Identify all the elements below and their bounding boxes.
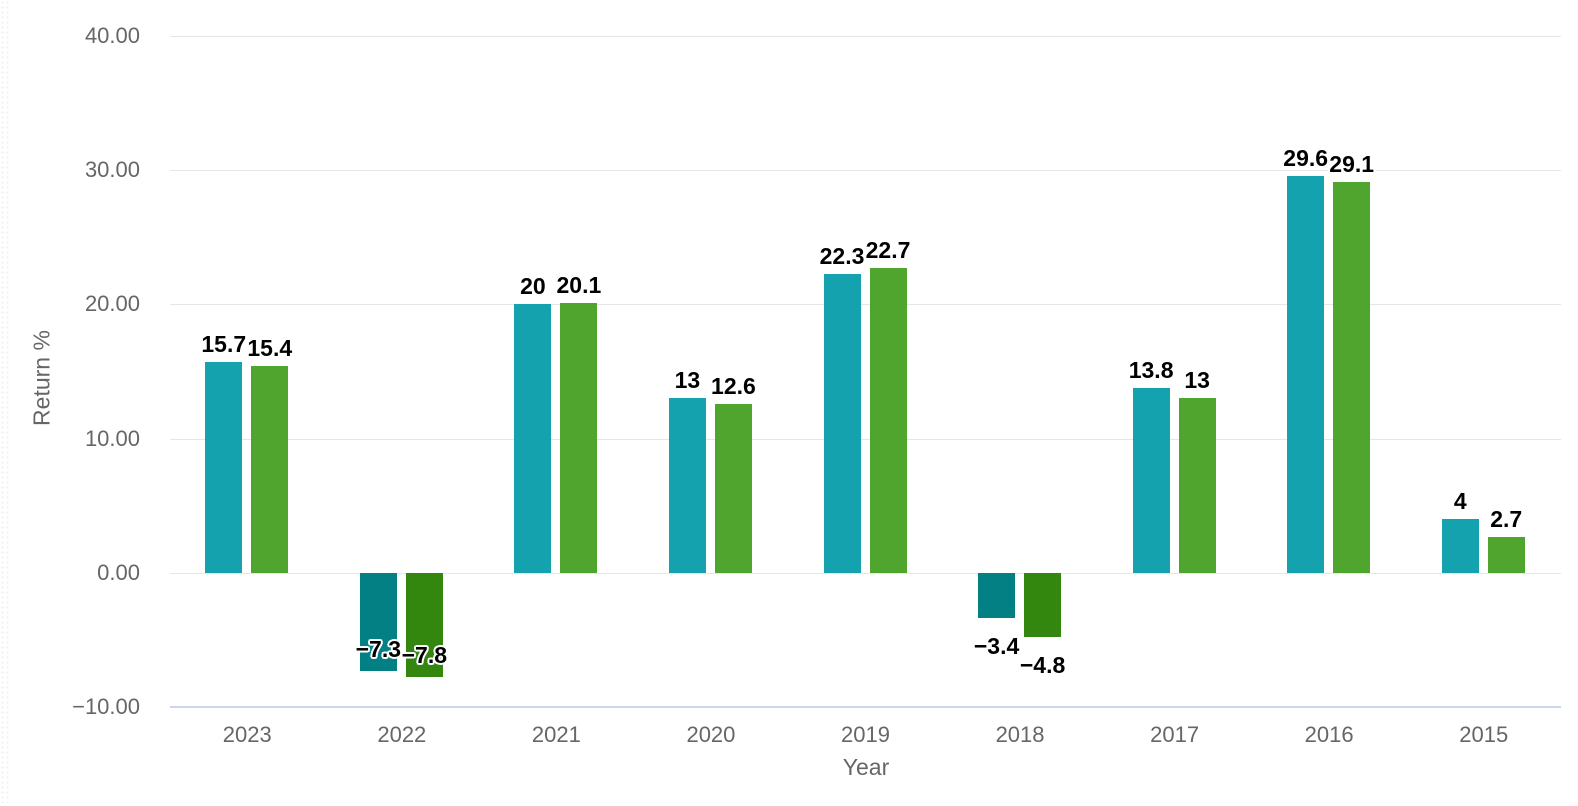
y-axis-title: Return % (28, 330, 55, 426)
x-axis-title: Year (842, 754, 890, 780)
x-tick-label: 2023 (222, 722, 272, 747)
bar-2018-series_1_teal[interactable] (978, 572, 1016, 619)
y-tick-label: 20.00 (84, 291, 140, 317)
y-tick-label: 40.00 (84, 23, 140, 48)
bar-value-label: 15.7 (201, 331, 247, 358)
x-tick-label: 2020 (686, 722, 736, 747)
x-tick-label: 2021 (531, 722, 581, 747)
bar-value-label: 2.7 (1490, 505, 1523, 532)
bar-2015-series_1_teal[interactable] (1441, 519, 1479, 573)
y-gridline (170, 573, 1561, 574)
bar-value-label: 29.1 (1329, 151, 1375, 178)
x-tick-label: 2016 (1304, 722, 1354, 747)
bar-2022-series_2_green[interactable] (405, 572, 443, 678)
y-tick-label: 0.00 (97, 559, 140, 585)
bar-value-label: 13 (674, 367, 701, 394)
bar-value-label: −7.3 (355, 635, 402, 662)
bar-value-label: 15.4 (247, 335, 293, 362)
x-tick-label: 2015 (1459, 722, 1509, 747)
bar-value-label: 29.6 (1283, 144, 1329, 171)
y-gridline (170, 304, 1561, 305)
bar-2016-series_2_green[interactable] (1333, 182, 1371, 573)
bar-2022-series_1_teal[interactable] (359, 572, 397, 671)
x-tick-label: 2019 (841, 722, 890, 747)
bar-value-label: 12.6 (711, 372, 756, 399)
x-tick-label: 2017 (1150, 722, 1200, 747)
bar-2016-series_1_teal[interactable] (1287, 175, 1325, 573)
bar-2015-series_2_green[interactable] (1487, 536, 1525, 573)
bar-2017-series_2_green[interactable] (1178, 398, 1216, 573)
bar-2021-series_1_teal[interactable] (514, 304, 552, 573)
bar-2020-series_2_green[interactable] (714, 403, 752, 573)
y-gridline (170, 439, 1561, 440)
bar-value-label: 13.8 (1128, 356, 1174, 383)
x-axis-line (170, 706, 1561, 708)
bar-2023-series_1_teal[interactable] (205, 362, 243, 573)
y-tick-label: −10.00 (72, 694, 140, 719)
y-gridline (170, 36, 1561, 37)
page-edge-texture (0, 0, 9, 806)
bar-value-label: −4.8 (1019, 652, 1066, 679)
bar-value-label: 13 (1184, 367, 1210, 394)
bar-2021-series_2_green[interactable] (560, 303, 598, 573)
bar-2019-series_2_green[interactable] (869, 268, 907, 573)
x-tick-label: 2022 (377, 722, 427, 747)
bar-2023-series_2_green[interactable] (251, 366, 289, 573)
bar-value-label: −3.4 (973, 633, 1020, 660)
bar-value-label: 22.7 (865, 237, 911, 264)
bar-2019-series_1_teal[interactable] (823, 273, 861, 573)
y-tick-label: 30.00 (84, 157, 140, 183)
bar-value-label: 22.3 (819, 242, 865, 269)
bar-2018-series_2_green[interactable] (1024, 572, 1062, 638)
bar-2020-series_1_teal[interactable] (668, 398, 706, 573)
y-gridline (170, 170, 1561, 171)
bar-value-label: 20 (520, 273, 546, 300)
bar-value-label: −7.8 (401, 642, 448, 669)
bar-2017-series_1_teal[interactable] (1132, 387, 1170, 573)
bar-value-label: 4 (1453, 488, 1467, 515)
x-tick-label: 2018 (995, 722, 1045, 747)
y-tick-label: 10.00 (84, 425, 140, 451)
bar-value-label: 20.1 (556, 272, 602, 299)
